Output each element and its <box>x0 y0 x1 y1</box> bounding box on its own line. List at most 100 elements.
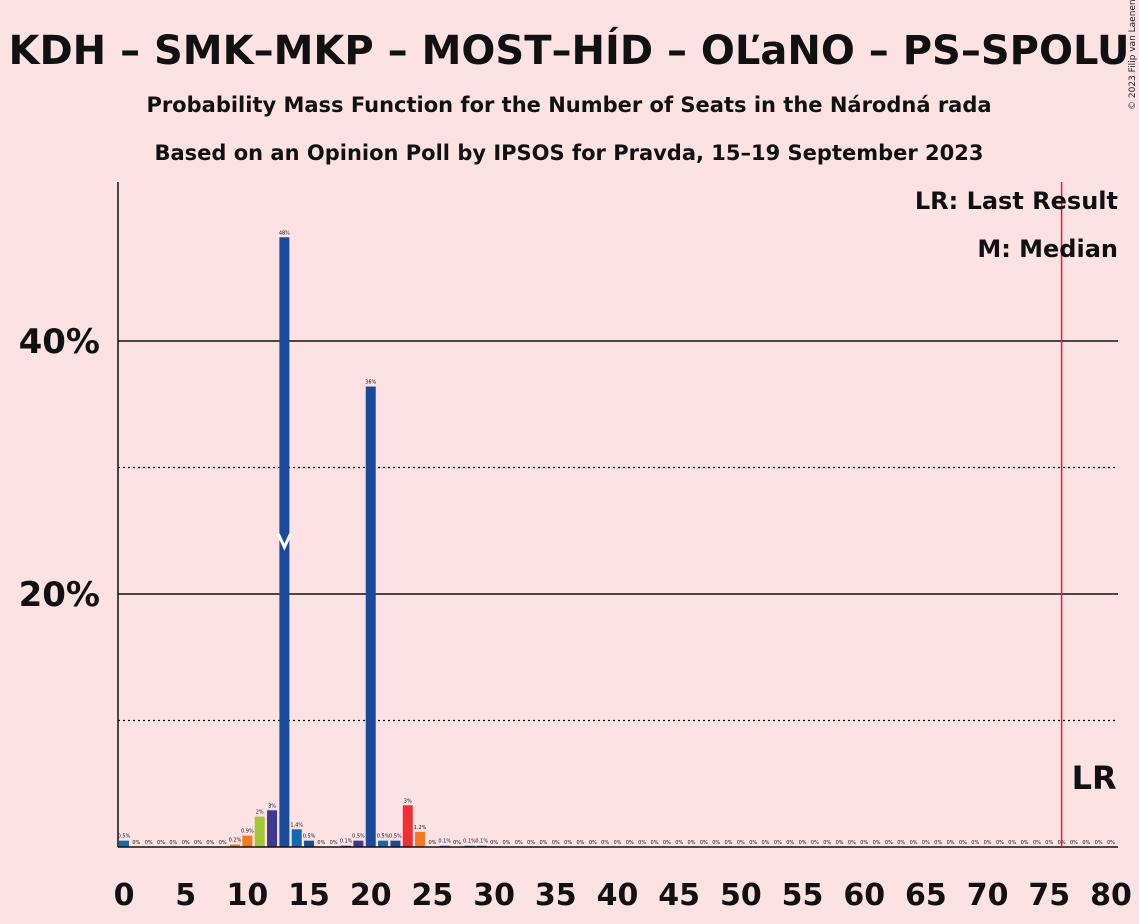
data-label-3: 0% <box>157 840 165 846</box>
data-label-64: 0% <box>910 840 918 846</box>
x-tick-label-15: 15 <box>288 878 330 913</box>
data-label-65: 0% <box>922 840 930 846</box>
data-label-32: 0% <box>515 840 523 846</box>
x-tick-label-75: 75 <box>1028 878 1070 913</box>
data-label-73: 0% <box>1021 840 1029 846</box>
bar-15 <box>304 840 315 847</box>
bar-0 <box>119 840 129 847</box>
data-label-8: 0% <box>219 840 227 846</box>
bar-23 <box>402 805 413 847</box>
x-tick-label-35: 35 <box>535 878 577 913</box>
data-label-48: 0% <box>712 840 720 846</box>
bar-20 <box>365 386 376 847</box>
data-label-80: 0% <box>1107 840 1115 846</box>
data-label-29: 0.1% <box>475 839 488 845</box>
data-label-16: 0% <box>317 840 325 846</box>
x-tick-label-50: 50 <box>720 878 762 913</box>
x-tick-label-20: 20 <box>350 878 392 913</box>
axes: 20% 40% 0 5 10 15 20 25 30 35 40 45 50 55 60 65 70 75 80 <box>19 182 1132 913</box>
data-label-49: 0% <box>725 840 733 846</box>
data-label-66: 0% <box>934 840 942 846</box>
bar-22 <box>390 840 401 847</box>
data-label-43: 0% <box>651 840 659 846</box>
bar-11 <box>254 816 265 847</box>
data-label-44: 0% <box>663 840 671 846</box>
data-label-13: 48% <box>279 230 290 236</box>
data-label-20: 36% <box>365 380 376 386</box>
data-label-31: 0% <box>502 840 510 846</box>
data-label-69: 0% <box>971 840 979 846</box>
x-tick-label-70: 70 <box>967 878 1009 913</box>
y-tick-label-40: 40% <box>19 322 100 362</box>
x-tick-label-25: 25 <box>412 878 454 913</box>
data-label-51: 0% <box>749 840 757 846</box>
data-label-5: 0% <box>182 840 190 846</box>
bar-19 <box>353 840 364 847</box>
data-label-10: 0.9% <box>241 829 254 835</box>
x-tick-label-5: 5 <box>175 878 196 913</box>
bar-series <box>119 237 487 847</box>
data-label-60: 0% <box>860 840 868 846</box>
x-tick-label-40: 40 <box>597 878 639 913</box>
last-result-label: LR <box>1072 759 1117 797</box>
data-label-23: 3% <box>404 798 412 804</box>
data-label-55: 0% <box>799 840 807 846</box>
x-tick-label-10: 10 <box>226 878 268 913</box>
data-label-61: 0% <box>873 840 881 846</box>
data-labels: 0.5%0% 0% 0% 0% 0% 0% 0% 0% 0.2%0.9%2%3%48%1.4%0… <box>118 230 1116 846</box>
data-label-14: 1.4% <box>290 822 303 828</box>
data-label-62: 0% <box>885 840 893 846</box>
data-label-45: 0% <box>675 840 683 846</box>
data-label-53: 0% <box>774 840 782 846</box>
bar-24 <box>415 831 426 847</box>
data-label-28: 0.1% <box>463 839 476 845</box>
data-label-54: 0% <box>786 840 794 846</box>
data-label-30: 0% <box>490 840 498 846</box>
bar-13 <box>279 237 290 847</box>
data-label-15: 0.5% <box>303 834 316 840</box>
data-label-38: 0% <box>589 840 597 846</box>
data-label-35: 0% <box>552 840 560 846</box>
data-label-71: 0% <box>996 840 1004 846</box>
data-label-7: 0% <box>206 840 214 846</box>
data-label-19: 0.5% <box>352 834 365 840</box>
data-label-57: 0% <box>823 840 831 846</box>
data-label-63: 0% <box>897 840 905 846</box>
chart-title: KDH – SMK–MKP – MOST–HÍD – OĽaNO – PS–SP… <box>8 26 1129 74</box>
data-label-78: 0% <box>1082 840 1090 846</box>
legend-last-result: LR: Last Result <box>915 187 1118 215</box>
data-label-39: 0% <box>601 840 609 846</box>
data-label-46: 0% <box>688 840 696 846</box>
data-label-41: 0% <box>626 840 634 846</box>
chart-subtitle: Probability Mass Function for the Number… <box>146 93 991 117</box>
data-label-0: 0.5% <box>118 834 131 840</box>
bar-9 <box>230 844 241 847</box>
data-label-26: 0.1% <box>438 839 451 845</box>
data-label-68: 0% <box>959 840 967 846</box>
data-label-22: 0.5% <box>389 834 402 840</box>
bar-12 <box>267 810 278 847</box>
data-label-52: 0% <box>762 840 770 846</box>
x-tick-label-45: 45 <box>658 878 700 913</box>
x-tick-label-30: 30 <box>473 878 515 913</box>
bar-10 <box>242 835 253 847</box>
data-label-70: 0% <box>984 840 992 846</box>
y-tick-label-20: 20% <box>19 575 100 615</box>
data-label-56: 0% <box>811 840 819 846</box>
data-label-37: 0% <box>577 840 585 846</box>
x-tick-label-80: 80 <box>1090 878 1132 913</box>
data-label-40: 0% <box>614 840 622 846</box>
data-label-27: 0% <box>453 840 461 846</box>
data-label-25: 0% <box>428 840 436 846</box>
data-label-4: 0% <box>169 840 177 846</box>
data-label-34: 0% <box>539 840 547 846</box>
bar-14 <box>291 829 302 847</box>
data-label-74: 0% <box>1033 840 1041 846</box>
data-label-36: 0% <box>564 840 572 846</box>
data-label-58: 0% <box>836 840 844 846</box>
data-label-17: 0% <box>330 840 338 846</box>
x-tick-label-60: 60 <box>843 878 885 913</box>
data-label-9: 0.2% <box>229 837 242 843</box>
median-marker <box>277 533 292 551</box>
